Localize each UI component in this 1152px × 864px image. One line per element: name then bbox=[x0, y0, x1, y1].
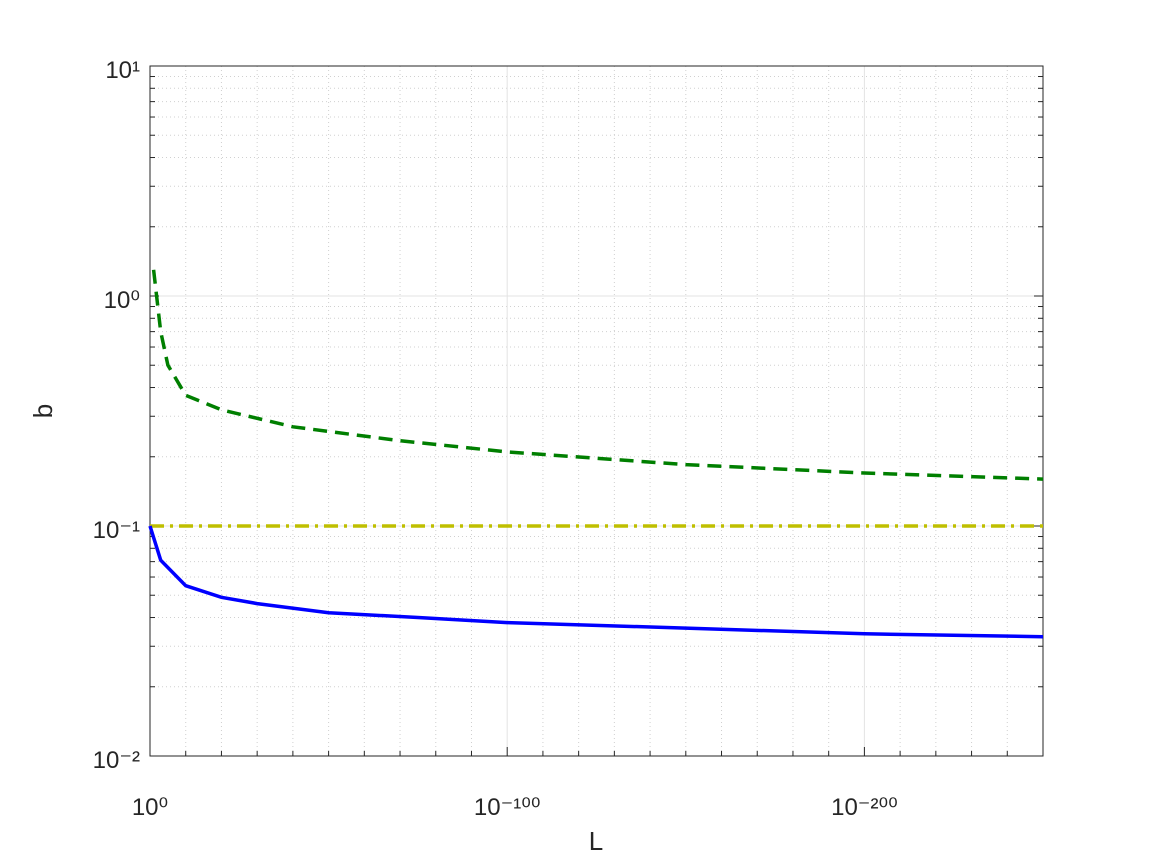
y-tick-label: 10⁻² bbox=[93, 747, 140, 774]
y-tick-label: 10¹ bbox=[105, 57, 140, 84]
x-tick-label: 10⁻²⁰⁰ bbox=[831, 794, 898, 821]
x-tick-label: 10⁻¹⁰⁰ bbox=[474, 794, 541, 821]
x-axis-label: L bbox=[589, 826, 603, 856]
series-line bbox=[151, 269, 1044, 481]
y-axis-label: b bbox=[28, 404, 58, 418]
y-tick-label: 10⁰ bbox=[104, 287, 140, 314]
series-line bbox=[148, 525, 1044, 639]
x-tick-label: 10⁰ bbox=[132, 794, 168, 821]
y-tick-label: 10⁻¹ bbox=[93, 517, 140, 544]
plot-area bbox=[150, 66, 1043, 756]
axes-box bbox=[149, 65, 1044, 757]
